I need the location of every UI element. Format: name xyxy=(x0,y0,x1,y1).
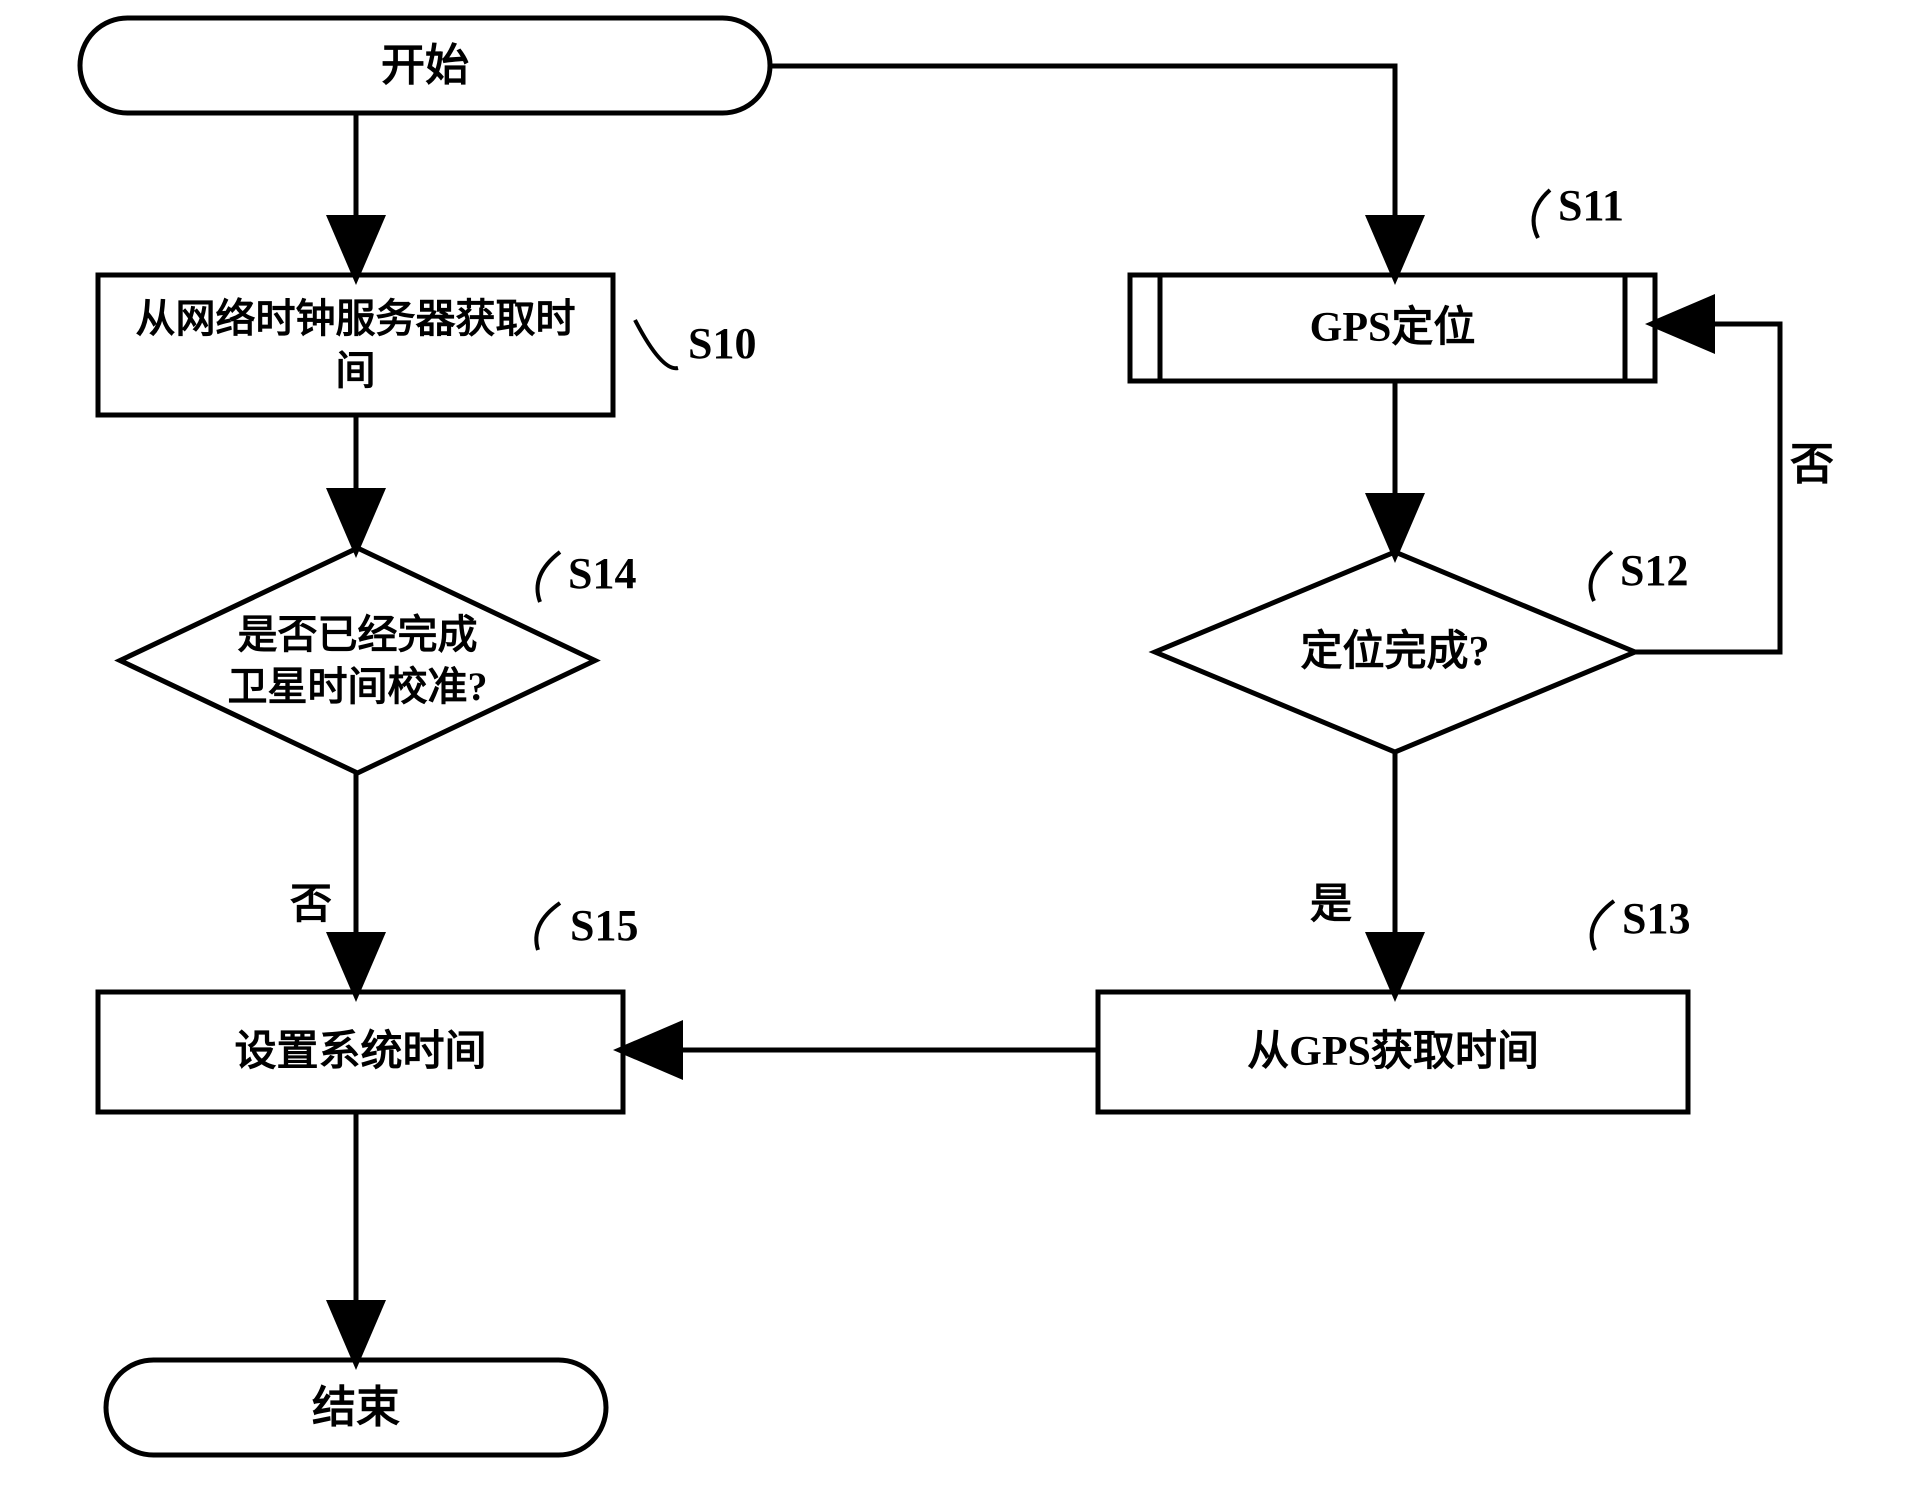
s12-label: 定位完成? xyxy=(1155,552,1635,752)
end-label: 结束 xyxy=(106,1360,606,1455)
label-curve-s13 xyxy=(1592,901,1614,950)
step-label-s12: S12 xyxy=(1620,545,1688,596)
step-label-s14: S14 xyxy=(568,548,636,599)
s11-label: GPS定位 xyxy=(1130,275,1655,381)
label-curve-s15 xyxy=(536,903,560,950)
s15-label: 设置系统时间 xyxy=(98,992,623,1112)
step-label-s13: S13 xyxy=(1622,893,1690,944)
label-curve-s11 xyxy=(1534,190,1550,238)
step-label-s15: S15 xyxy=(570,900,638,951)
s14-label: 是否已经完成卫星时间校准? xyxy=(120,548,595,773)
step-label-s11: S11 xyxy=(1558,180,1624,231)
edge-label-no_s12: 否 xyxy=(1790,428,1834,492)
step-label-s10: S10 xyxy=(688,318,756,369)
s13-label: 从GPS获取时间 xyxy=(1098,992,1688,1112)
edge-label-no_s14: 否 xyxy=(290,870,332,931)
edge-start-right-s11-top xyxy=(770,66,1395,275)
edge-label-yes_s12: 是 xyxy=(1310,870,1352,931)
start-label: 开始 xyxy=(80,18,770,113)
s10-label: 从网络时钟服务器获取时间 xyxy=(98,275,613,415)
label-curve-s10 xyxy=(635,320,678,368)
